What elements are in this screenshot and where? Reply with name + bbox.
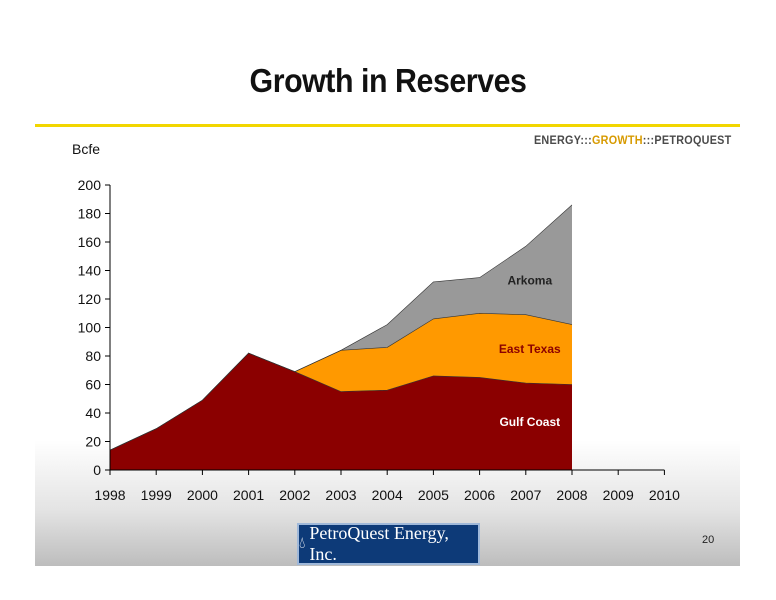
tagline: ENERGY:::GROWTH:::PETROQUEST [534, 133, 732, 147]
series-line-arkoma [109, 204, 573, 451]
x-tick-label: 2010 [649, 487, 680, 503]
x-tick-label: 2007 [510, 487, 541, 503]
y-tick-label: 160 [78, 234, 102, 250]
tagline-growth: GROWTH [592, 133, 644, 147]
x-tick-label: 1998 [94, 487, 125, 503]
series-area-gulf-coast [110, 353, 572, 470]
y-tick-label: 80 [85, 348, 101, 364]
logo-text: PetroQuest Energy, Inc. [309, 523, 449, 564]
x-tick-label: 2002 [279, 487, 310, 503]
y-tick-label: 140 [78, 263, 102, 279]
tagline-petroquest: :::PETROQUEST [643, 133, 732, 147]
x-tick-label: 2005 [418, 487, 449, 503]
x-tick-label: 2003 [325, 487, 356, 503]
logo-drop-icon: 💧︎ [299, 535, 306, 552]
page-number: 20 [702, 534, 715, 546]
x-tick-label: 2004 [372, 487, 403, 503]
x-tick-label: 2001 [233, 487, 264, 503]
y-tick-label: 60 [85, 377, 101, 393]
series-label-gulf-coast: Gulf Coast [499, 415, 560, 429]
series-label-east-texas: East Texas [499, 342, 561, 356]
series-area-east-texas [110, 313, 572, 451]
x-tick-label: 1999 [141, 487, 172, 503]
y-axis-unit-label: Bcfe [72, 141, 101, 157]
x-tick-label: 2006 [464, 487, 495, 503]
series-label-arkoma: Arkoma [507, 273, 552, 287]
y-tick-label: 100 [78, 320, 102, 336]
x-tick-label: 2000 [187, 487, 218, 503]
y-tick-label: 200 [78, 177, 102, 193]
y-tick-label: 40 [85, 405, 101, 421]
tagline-energy: ENERGY::: [534, 133, 593, 147]
y-tick-label: 20 [85, 434, 101, 450]
company-logo: 💧︎ PetroQuest Energy, Inc. [297, 523, 480, 565]
slide-title: Growth in Reserves [249, 62, 527, 99]
y-tick-label: 0 [93, 462, 101, 478]
x-tick-label: 2008 [556, 487, 587, 503]
title-underline [35, 124, 740, 127]
y-tick-label: 180 [78, 206, 102, 222]
y-tick-label: 120 [78, 291, 102, 307]
x-tick-label: 2009 [603, 487, 634, 503]
